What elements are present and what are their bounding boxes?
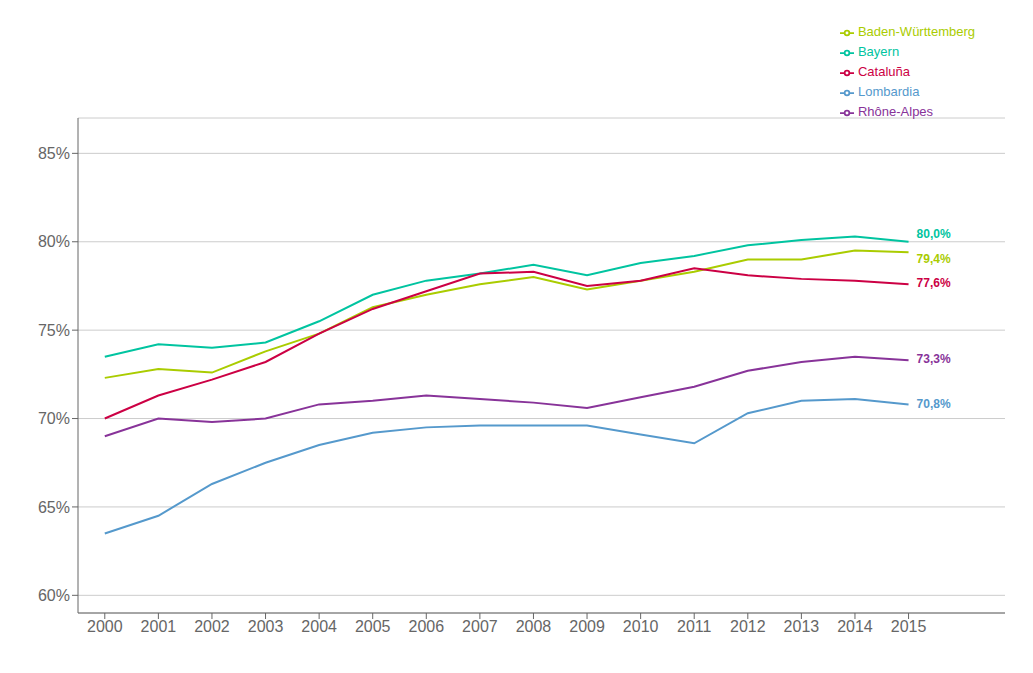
html-text:Cataluña: Cataluña <box>857 64 910 79</box>
svg-text:2003: 2003 <box>248 618 284 635</box>
svg-text:2009: 2009 <box>569 618 605 635</box>
svg-text:73,3%: 73,3% <box>917 352 951 366</box>
svg-text:2001: 2001 <box>141 618 177 635</box>
svg-text:2015: 2015 <box>891 618 927 635</box>
svg-text:2007: 2007 <box>462 618 498 635</box>
svg-text:65%: 65% <box>38 499 70 516</box>
svg-text:80,0%: 80,0% <box>917 227 951 241</box>
svg-text:2012: 2012 <box>730 618 766 635</box>
svg-text:80%: 80% <box>38 233 70 250</box>
html-text:Bayern: Bayern <box>857 44 900 59</box>
svg-text:85%: 85% <box>38 145 70 162</box>
svg-text:2006: 2006 <box>408 618 444 635</box>
svg-text:2005: 2005 <box>355 618 391 635</box>
svg-text:2011: 2011 <box>677 618 712 635</box>
svg-text:2004: 2004 <box>301 618 337 635</box>
svg-text:2008: 2008 <box>516 618 552 635</box>
svg-text:70%: 70% <box>38 410 70 427</box>
svg-text:2014: 2014 <box>837 618 873 635</box>
html-text:Lombardia: Lombardia <box>857 84 920 99</box>
html-text:Baden-Württemberg: Baden-Württemberg <box>857 24 975 39</box>
html-text:Rhône-Alpes: Rhône-Alpes <box>857 104 934 119</box>
svg-text:60%: 60% <box>38 587 70 604</box>
svg-text:2010: 2010 <box>623 618 659 635</box>
svg-text:2000: 2000 <box>87 618 123 635</box>
svg-text:2002: 2002 <box>194 618 230 635</box>
svg-text:70,8%: 70,8% <box>917 397 951 411</box>
svg-text:75%: 75% <box>38 322 70 339</box>
svg-text:2013: 2013 <box>784 618 820 635</box>
svg-text:77,6%: 77,6% <box>917 276 951 290</box>
svg-text:79,4%: 79,4% <box>917 252 951 266</box>
